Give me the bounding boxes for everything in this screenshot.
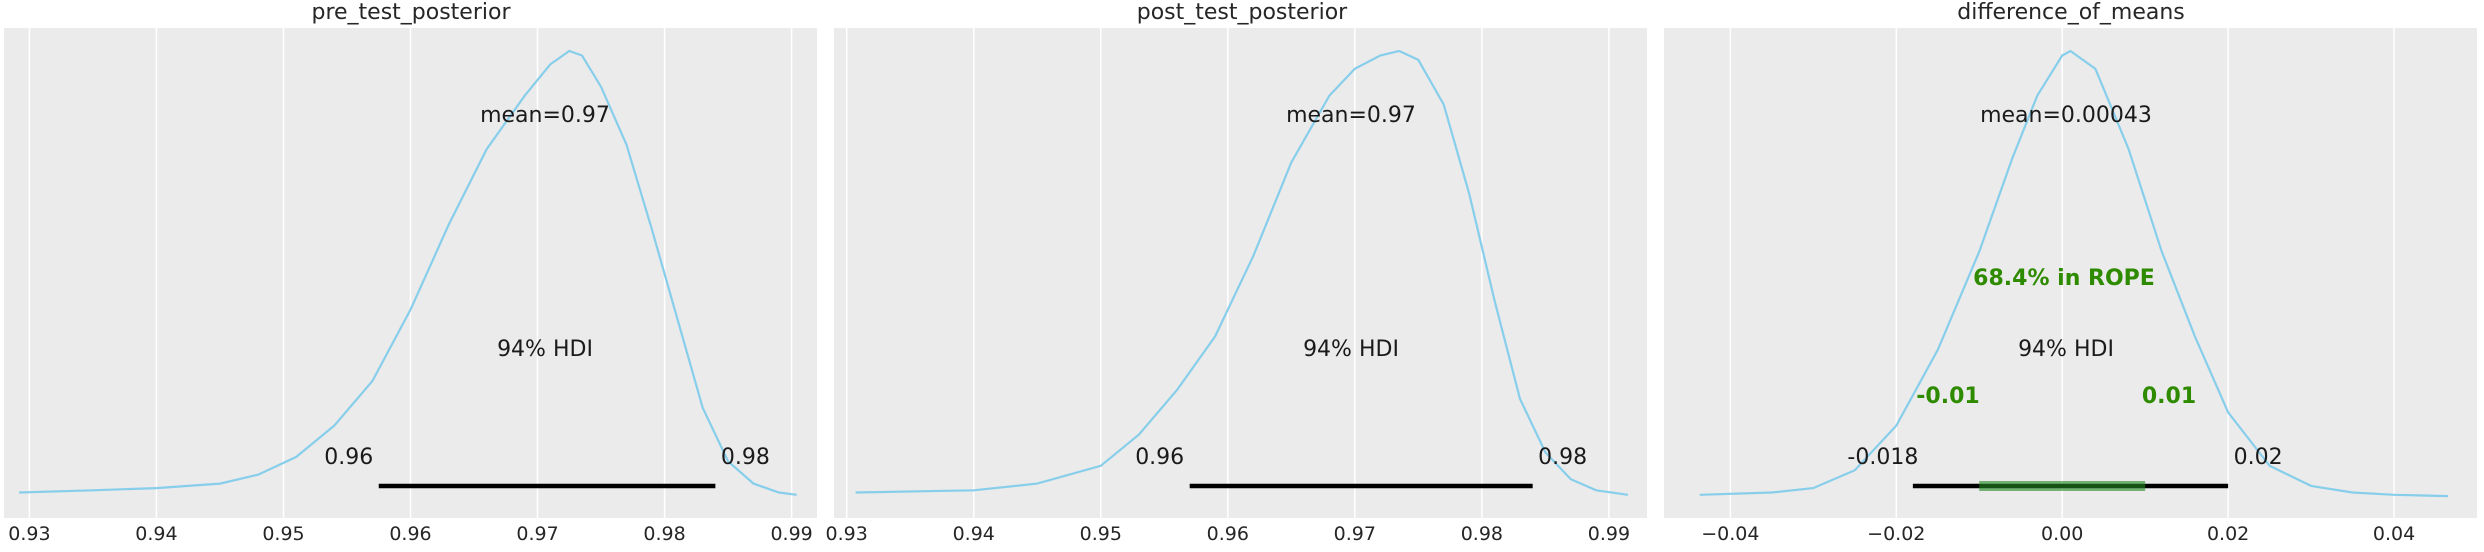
rope-percent-label: 68.4% in ROPE <box>1973 266 2155 291</box>
x-axis-ticks: 0.93 0.94 0.95 0.96 0.97 0.98 0.99 <box>8 523 813 545</box>
mean-label: mean=0.97 <box>480 103 610 128</box>
hdi-low-label: 0.96 <box>1135 445 1184 470</box>
rope-low-label: -0.01 <box>1916 384 1979 409</box>
x-tick-label: 0.97 <box>516 523 558 545</box>
hdi-high-label: 0.98 <box>721 445 770 470</box>
x-tick-label: 0.96 <box>1207 523 1249 545</box>
x-tick-label: 0.02 <box>2207 523 2249 545</box>
hdi-low-label: 0.96 <box>324 445 373 470</box>
x-tick-label: 0.99 <box>1588 523 1630 545</box>
x-tick-label: 0.96 <box>389 523 431 545</box>
hdi-low-label: -0.018 <box>1847 445 1918 470</box>
x-tick-label: 0.00 <box>2041 523 2083 545</box>
x-tick-label: 0.99 <box>770 523 812 545</box>
x-tick-label: 0.95 <box>1080 523 1122 545</box>
x-tick-label: −0.04 <box>1701 523 1759 545</box>
grid-lines <box>845 28 1610 518</box>
density-curve <box>19 49 797 496</box>
mean-label: mean=0.97 <box>1286 103 1416 128</box>
x-tick-label: 0.97 <box>1334 523 1376 545</box>
panel-title: pre_test_posterior <box>311 0 511 25</box>
density-curve <box>855 49 1629 496</box>
x-tick-label: 0.94 <box>953 523 995 545</box>
x-tick-label: 0.93 <box>8 523 50 545</box>
panel-pre-test-posterior: pre_test_posterior mean=0.97 94% HDI 0.9… <box>4 0 817 545</box>
panel-background <box>1664 28 2477 518</box>
panel-difference-of-means: difference_of_means mean=0.00043 68.4% i… <box>1664 0 2477 545</box>
x-axis-ticks: 0.93 0.94 0.95 0.96 0.97 0.98 0.99 <box>826 523 1631 545</box>
panel-title: difference_of_means <box>1957 0 2185 25</box>
x-tick-label: 0.98 <box>1461 523 1503 545</box>
hdi-label: 94% HDI <box>1303 337 1399 362</box>
x-tick-label: −0.02 <box>1867 523 1925 545</box>
hdi-high-label: 0.02 <box>2234 445 2283 470</box>
rope-high-label: 0.01 <box>2142 384 2196 409</box>
mean-label: mean=0.00043 <box>1980 103 2152 128</box>
panel-post-test-posterior: post_test_posterior mean=0.97 94% HDI 0.… <box>826 0 1647 545</box>
x-tick-label: 0.95 <box>262 523 304 545</box>
density-curve <box>1699 49 2449 498</box>
x-tick-label: 0.04 <box>2373 523 2415 545</box>
panel-background <box>834 28 1647 518</box>
rope-bar <box>1979 481 2146 491</box>
grid-lines <box>1729 28 2395 518</box>
hdi-label: 94% HDI <box>2018 337 2114 362</box>
hdi-label: 94% HDI <box>497 337 593 362</box>
x-tick-label: 0.94 <box>135 523 177 545</box>
x-axis-ticks: −0.04 −0.02 0.00 0.02 0.04 <box>1701 523 2415 545</box>
x-tick-label: 0.98 <box>643 523 685 545</box>
hdi-high-label: 0.98 <box>1538 445 1587 470</box>
panel-title: post_test_posterior <box>1137 0 1348 25</box>
x-tick-label: 0.93 <box>826 523 868 545</box>
